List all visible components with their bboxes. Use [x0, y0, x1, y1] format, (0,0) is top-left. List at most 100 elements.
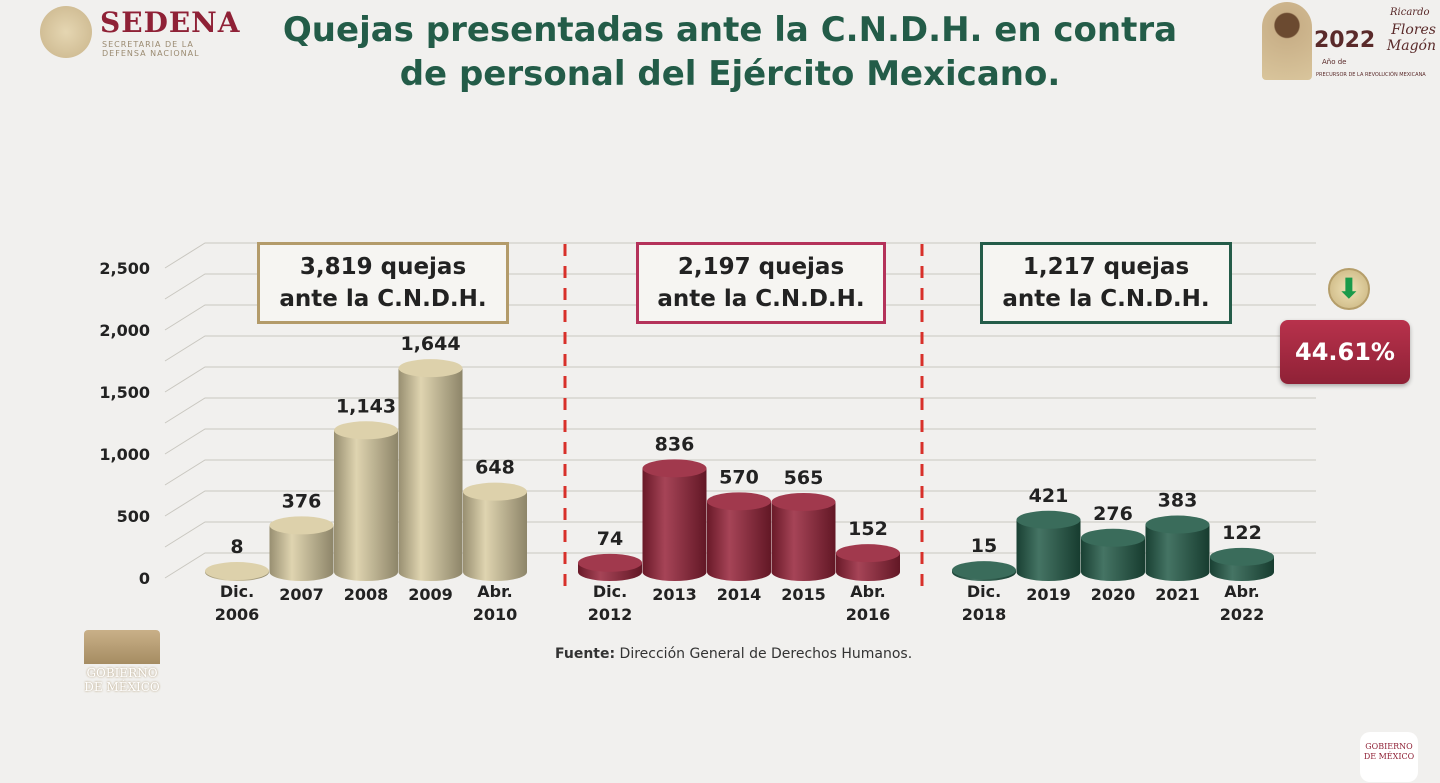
x-tick-label: 2022 [1220, 605, 1265, 624]
gridline [164, 242, 1316, 269]
coat-of-arms-logo [40, 6, 92, 58]
source-label: Fuente: [555, 646, 616, 662]
page-title: Quejas presentadas ante la C.N.D.H. en c… [260, 8, 1200, 96]
title-line-1: Quejas presentadas ante la C.N.D.H. en c… [282, 10, 1178, 50]
box-caption: ante la C.N.D.H. [657, 286, 865, 312]
bar-top [836, 544, 900, 563]
bar-2013 [642, 468, 707, 581]
x-tick-label: 2012 [588, 605, 633, 624]
x-tick-label: 2007 [279, 585, 324, 604]
bar-top [1145, 515, 1210, 534]
gridline [164, 273, 1316, 300]
y-tick-label: 0 [139, 569, 150, 588]
data-label: 421 [1029, 485, 1069, 507]
bar-2009 [398, 368, 463, 581]
total-box-2006-2010: 3,819 quejas ante la C.N.D.H. [257, 242, 509, 324]
gridline [164, 428, 1316, 455]
data-label: 276 [1093, 503, 1133, 525]
bar-top [1016, 510, 1081, 529]
gobierno-mexico-corner-logo: GOBIERNO DE MÉXICO [1360, 732, 1418, 782]
sedena-sub-1: SECRETARIA DE LA [102, 40, 194, 49]
total-box-2012-2016: 2,197 quejas ante la C.N.D.H. [636, 242, 886, 324]
x-tick-label: 2018 [962, 605, 1007, 624]
x-tick-label: Dic. [967, 582, 1001, 601]
box-total: 3,819 quejas [299, 254, 467, 280]
x-tick-label: Abr. [1224, 582, 1260, 601]
gridline [164, 552, 1316, 579]
badge-ano: Año de [1322, 58, 1347, 66]
data-label: 836 [655, 433, 695, 455]
bar-2007 [269, 525, 334, 581]
x-tick-label: 2015 [781, 585, 826, 604]
data-label: 122 [1222, 522, 1262, 544]
x-tick-label: 2014 [717, 585, 762, 604]
bar-top [578, 553, 642, 572]
bar-2008 [334, 430, 398, 581]
gridline [164, 304, 1316, 331]
gridline [164, 366, 1316, 393]
gridline [164, 335, 1316, 362]
data-label: 15 [971, 535, 997, 557]
box-total: 2,197 quejas [677, 254, 845, 280]
bar-top [707, 492, 771, 511]
data-label: 383 [1158, 490, 1198, 512]
source-note: Fuente: Dirección General de Derechos Hu… [555, 646, 912, 662]
bar-top [1210, 547, 1274, 566]
gob-logo-text: GOBIERNO DE MÉXICO [1363, 742, 1415, 761]
badge-subtitle: PRECURSOR DE LA REVOLUCIÓN MEXICANA [1316, 72, 1426, 78]
data-label: 8 [230, 536, 243, 558]
x-tick-label: 2016 [846, 605, 891, 624]
box-total: 1,217 quejas [1022, 254, 1190, 280]
data-label: 565 [784, 467, 824, 489]
x-tick-label: 2010 [473, 605, 518, 624]
bar-2014 [707, 501, 771, 581]
data-label: 1,644 [400, 333, 460, 355]
y-tick-label: 1,500 [99, 383, 150, 402]
source-text: Dirección General de Derechos Humanos. [619, 646, 913, 662]
x-tick-label: 2021 [1155, 585, 1200, 604]
x-tick-label: 2008 [344, 585, 389, 604]
y-tick-label: 2,500 [99, 259, 150, 278]
bar-top [334, 421, 398, 440]
x-tick-label: 2013 [652, 585, 697, 604]
bar-abr-2010 [463, 491, 527, 581]
x-tick-label: Dic. [593, 582, 627, 601]
gobierno-mexico-logo: GOBIERNO DE MÉXICO [84, 630, 160, 694]
bar-top [771, 492, 836, 511]
bar-top [952, 561, 1016, 580]
y-tick-label: 2,000 [99, 321, 150, 340]
box-caption: ante la C.N.D.H. [1002, 286, 1210, 312]
gridline [164, 397, 1316, 424]
data-label: 648 [475, 457, 515, 479]
x-tick-label: Abr. [477, 582, 513, 601]
bar-top [205, 562, 269, 581]
bar-2015 [771, 501, 836, 581]
flores-magon-badge: Ricardo 2022 Flores Magón Año de PRECURS… [1262, 2, 1437, 82]
sedena-subtitle: SECRETARIA DE LA DEFENSA NACIONAL [102, 40, 200, 58]
gob-logo-text: GOBIERNO DE MÉXICO [84, 666, 160, 694]
gridline [164, 459, 1316, 486]
x-tick-label: 2019 [1026, 585, 1071, 604]
sedena-logo: SEDENA [100, 6, 241, 39]
data-label: 1,143 [336, 395, 396, 417]
bar-top [398, 359, 463, 378]
data-label: 376 [282, 490, 322, 512]
title-line-2: de personal del Ejército Mexicano. [399, 54, 1061, 94]
sedena-sub-2: DEFENSA NACIONAL [102, 49, 200, 58]
x-tick-label: 2020 [1091, 585, 1136, 604]
data-label: 74 [597, 528, 623, 550]
bar-top [269, 516, 334, 535]
down-arrow-icon: ⬇ [1328, 268, 1370, 310]
bar-top [1081, 528, 1145, 547]
bar-top [463, 482, 527, 501]
bar-2020 [1081, 537, 1145, 581]
data-label: 152 [848, 518, 888, 540]
y-tick-label: 500 [117, 507, 150, 526]
bar-2021 [1145, 524, 1210, 581]
data-label: 570 [719, 466, 759, 488]
bar-top [642, 459, 707, 478]
y-tick-label: 1,000 [99, 445, 150, 464]
x-tick-label: 2009 [408, 585, 453, 604]
x-tick-label: Dic. [220, 582, 254, 601]
